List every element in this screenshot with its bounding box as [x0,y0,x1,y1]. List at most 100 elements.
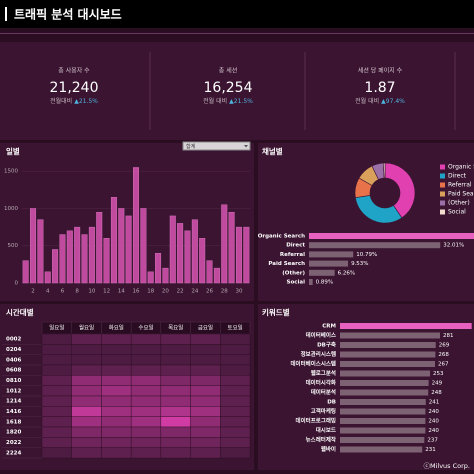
value-label: 253 [433,371,444,377]
heat-cell [220,344,251,355]
heat-cell [130,344,162,355]
value-label: 237 [427,438,438,444]
heat-cell [190,344,221,355]
panel-title: 시간대별 [6,307,34,317]
heat-cell [41,426,72,438]
heat-cell [101,354,132,366]
heat-cell [190,426,221,438]
x-tick-label: 12 [103,289,110,295]
dropdown-arrow [244,145,248,148]
page-title: 트래픽 분석 대시보드 [14,7,122,22]
donut-slice [384,162,416,219]
heat-cell [71,447,102,459]
bar [103,238,110,284]
x-tick-label: 22 [177,289,184,295]
panel-title: 채널별 [262,146,283,156]
row-header: 1416 [6,409,21,415]
bar [96,211,103,284]
row-header: 1820 [6,430,21,436]
keyword-bar [340,323,472,329]
legend-swatch [440,164,445,170]
channel-bar [309,242,441,249]
column-header: 수요일 [138,324,153,332]
row-header: 0810 [6,378,21,384]
kpi-change-label: 전월대비 [50,97,72,105]
heat-cell [130,406,162,417]
column-header: 월요일 [79,324,94,332]
bar [133,167,139,284]
bar-label: Referral [280,252,305,258]
value-label: 0.89% [316,280,333,286]
kpi-label: 세션 당 페이지 수 [358,67,403,75]
heat-cell [160,344,191,355]
heat-cell [41,333,72,345]
heat-cell [130,364,162,376]
x-tick-label: 8 [75,289,79,295]
legend-label: Direct [448,173,467,180]
bar [206,260,213,284]
bar-label: 웹바이 [321,445,336,453]
bar [243,226,250,284]
dropdown [182,141,251,151]
x-tick-label: 24 [191,289,198,295]
row-header: 2224 [6,450,21,456]
row-header: 0002 [6,337,21,343]
keyword-bar [340,361,436,367]
heat-cell [130,426,162,438]
kpi-value: 1.87 [364,80,395,96]
bar-label: (Other) [282,270,305,276]
channel-bar [309,279,313,285]
bar-label: 정보관리시스템 [301,350,336,358]
bar-label: 데이터시각화 [306,379,336,387]
heat-cell [41,364,72,376]
bar [52,249,59,284]
x-tick-label: 30 [235,289,242,295]
legend-label: Referral [448,182,472,189]
value-label: 241 [429,400,440,406]
heat-cell [190,333,221,345]
keyword-bar [340,427,426,434]
heat-cell [220,333,251,345]
legend-label: (Other) [448,200,470,207]
heat-cell [101,385,132,397]
kpi-change-value: ▲97.4% [381,98,405,105]
heat-cell [220,437,251,448]
keyword-bar [340,399,426,405]
heat-cell [71,364,102,376]
heat-cell [101,333,132,345]
heat-cell [160,385,191,397]
heat-cell [220,406,251,417]
row-header: 0406 [6,357,21,363]
value-label: 269 [439,343,450,349]
kpi-value: 21,240 [50,80,99,96]
bar [74,226,81,284]
heat-cell [41,395,72,407]
kpi-panel [0,42,474,140]
heat-cell [71,385,102,397]
heat-cell [220,385,251,397]
keyword-bar [340,380,429,386]
bar [110,197,117,284]
heat-cell [190,437,221,448]
column-header: 금요일 [198,324,213,332]
row-header: 0204 [6,347,21,353]
column-header: 토요일 [228,324,243,332]
heat-cell [130,437,162,448]
bar [147,271,154,284]
bar-label: 데이터베이스 [306,331,336,339]
heat-cell [130,375,162,386]
bar-label: 웹로그분석 [311,369,336,377]
bar-label: 고객마케팅 [311,407,336,415]
legend-swatch [440,200,445,206]
header-accent [5,7,7,21]
x-tick-label: 4 [46,289,50,295]
heat-cell [160,354,191,366]
x-tick-label: 20 [162,289,169,295]
x-tick-label: 10 [88,289,95,295]
channel-bar [309,269,335,276]
heat-cell [101,406,132,417]
bar [177,223,184,284]
bar [228,211,235,284]
